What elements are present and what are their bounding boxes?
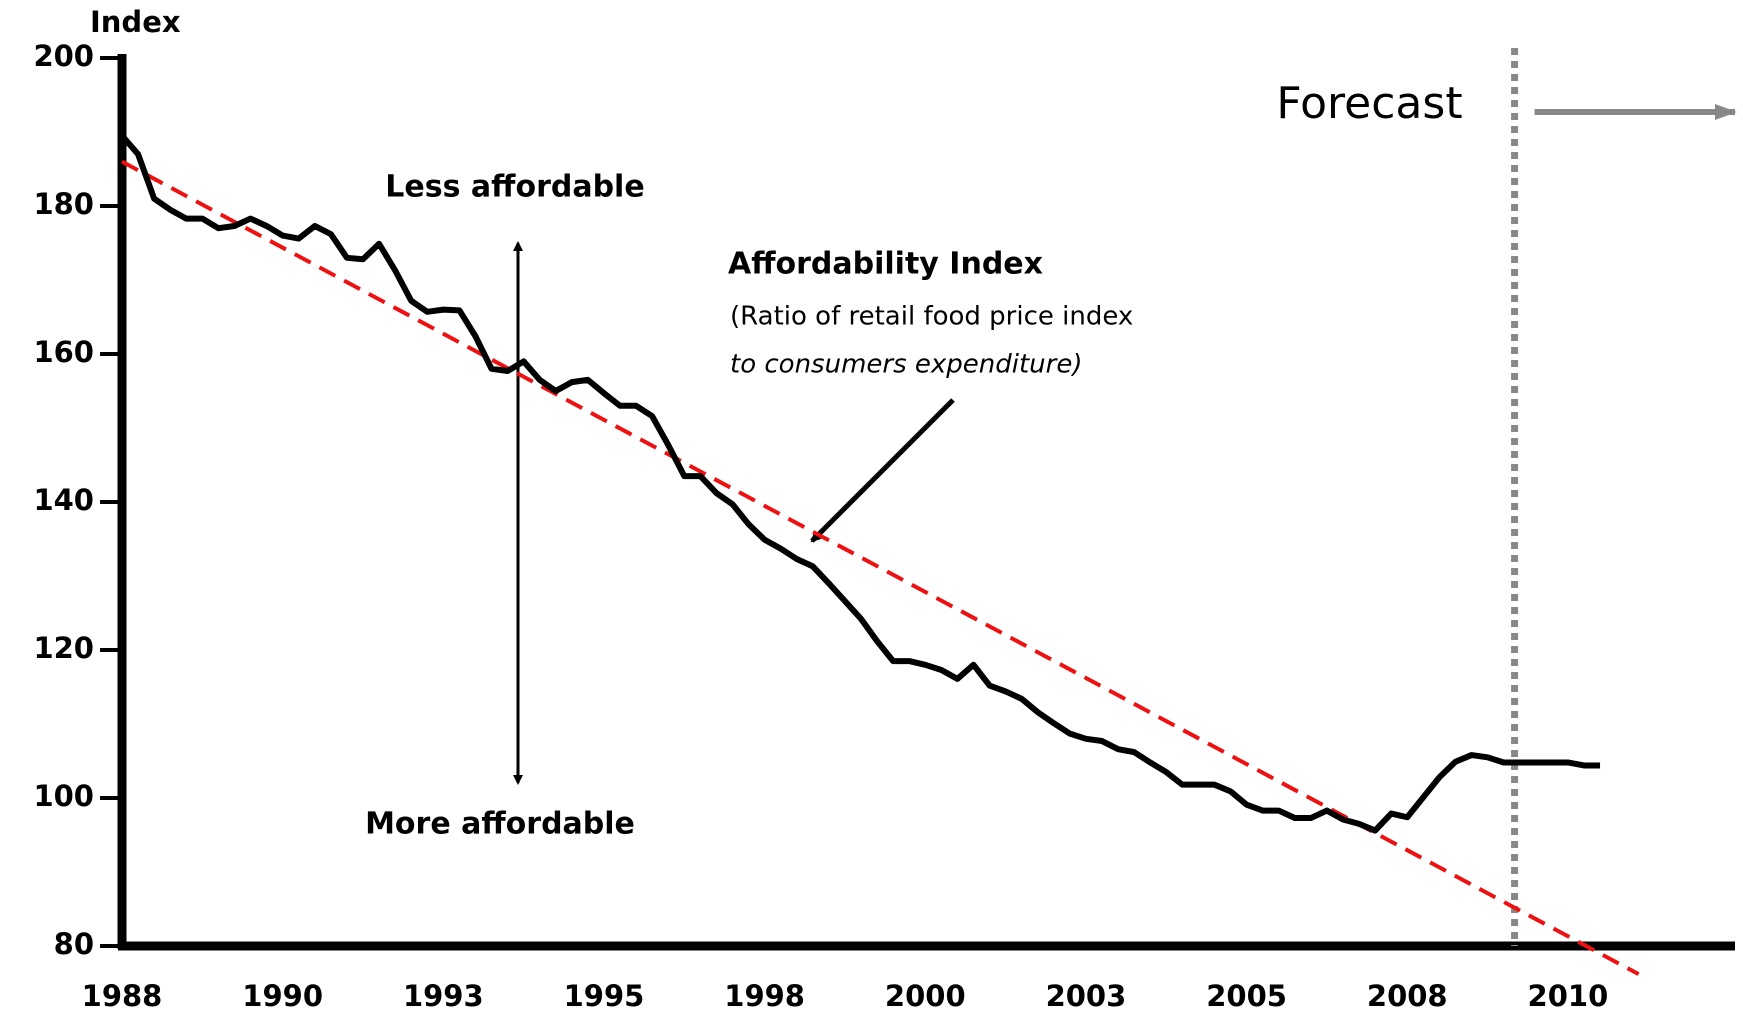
more-label: More affordable bbox=[365, 807, 635, 842]
x-tick-label: 2008 bbox=[1367, 979, 1448, 1013]
y-tick-label: 80 bbox=[54, 927, 94, 961]
index-desc: (Ratio of retail food price index bbox=[730, 302, 1133, 332]
x-tick-label: 1990 bbox=[242, 979, 323, 1013]
index-desc: to consumers expenditure) bbox=[730, 350, 1083, 380]
y-tick-label: 160 bbox=[33, 335, 94, 369]
x-tick-label: 1998 bbox=[724, 979, 805, 1013]
x-tick-label: 2010 bbox=[1528, 979, 1609, 1013]
x-tick-label: 2000 bbox=[885, 979, 966, 1013]
y-tick-label: 140 bbox=[33, 483, 94, 517]
y-tick-label: 100 bbox=[33, 779, 94, 813]
y-axis-label: Index bbox=[90, 5, 181, 39]
less-label: Less affordable bbox=[385, 170, 644, 205]
x-tick-label: 1995 bbox=[564, 979, 645, 1013]
x-tick-label: 1988 bbox=[82, 979, 163, 1013]
x-tick-label: 2005 bbox=[1206, 979, 1287, 1013]
data-line bbox=[119, 133, 1601, 834]
y-tick-label: 180 bbox=[33, 187, 94, 221]
x-tick-label: 2003 bbox=[1046, 979, 1127, 1013]
index-title: Affordability Index bbox=[728, 247, 1043, 282]
y-tick-label: 120 bbox=[33, 631, 94, 665]
trend-line bbox=[121, 159, 1640, 976]
forecast-label: Forecast bbox=[1276, 78, 1462, 129]
x-tick-label: 1993 bbox=[403, 979, 484, 1013]
y-tick-label: 200 bbox=[33, 39, 94, 73]
pointer-arrow bbox=[810, 398, 955, 543]
